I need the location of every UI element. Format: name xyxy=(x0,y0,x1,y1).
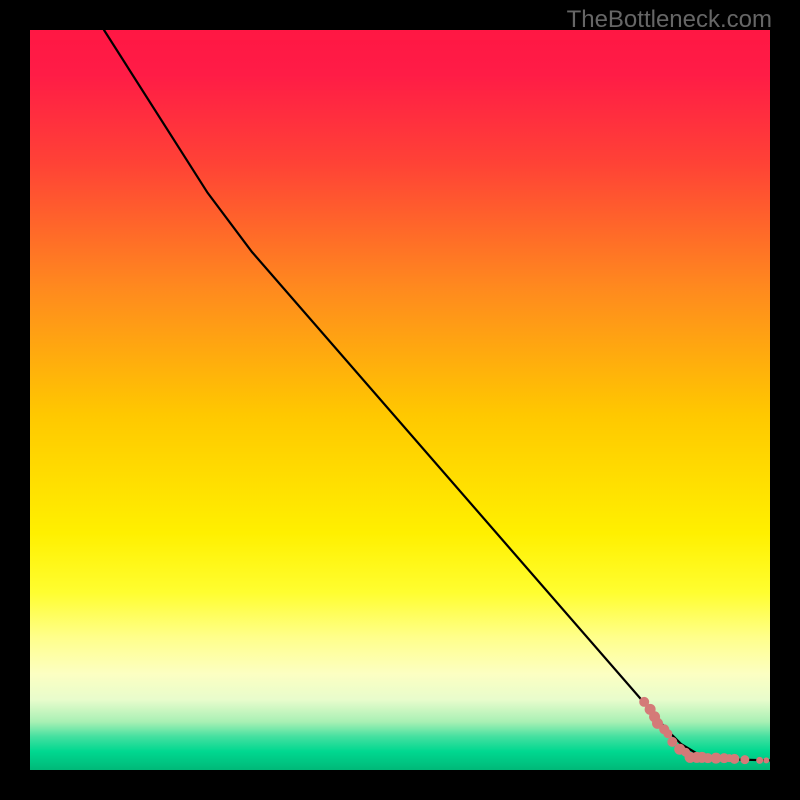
watermark-text: TheBottleneck.com xyxy=(567,6,772,34)
scatter-point xyxy=(740,755,749,764)
chart-stage: TheBottleneck.com xyxy=(0,0,800,800)
scatter-point xyxy=(663,729,672,738)
scatter-point xyxy=(729,754,739,764)
bottleneck-chart xyxy=(0,0,800,800)
gradient-background xyxy=(30,30,770,770)
scatter-point xyxy=(756,757,763,764)
scatter-point xyxy=(667,737,677,747)
scatter-point xyxy=(763,757,769,763)
